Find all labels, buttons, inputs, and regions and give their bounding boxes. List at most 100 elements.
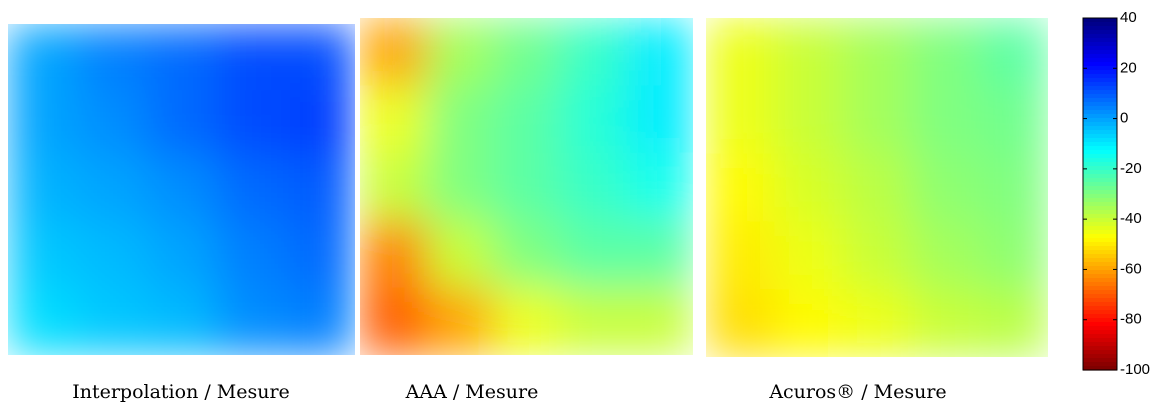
colorbar-segment bbox=[1083, 42, 1117, 47]
colorbar-segment bbox=[1083, 198, 1117, 203]
colorbar-tick-label: -20 bbox=[1120, 160, 1142, 177]
heatmap bbox=[360, 18, 693, 355]
heatmap bbox=[706, 18, 1048, 357]
colorbar-segment bbox=[1083, 170, 1117, 175]
heatmap-cell bbox=[626, 18, 693, 86]
heatmap-cell bbox=[216, 288, 287, 355]
heatmap-cell bbox=[285, 222, 355, 290]
heatmap-cell bbox=[493, 18, 561, 86]
colorbar-segment bbox=[1083, 258, 1117, 263]
heatmap-cell bbox=[146, 24, 217, 91]
heatmap-cell bbox=[706, 221, 775, 290]
colorbar-segment bbox=[1083, 158, 1117, 163]
colorbar-segment bbox=[1083, 194, 1117, 199]
heatmap-cell bbox=[706, 18, 775, 87]
heatmap-cell bbox=[285, 156, 355, 224]
colorbar-segment bbox=[1083, 22, 1117, 27]
colorbar-segment bbox=[1083, 334, 1117, 339]
heatmap-cell bbox=[842, 153, 912, 222]
heatmap-cell bbox=[146, 90, 217, 157]
colorbar-tick-label: 20 bbox=[1120, 59, 1137, 76]
heatmap-cell bbox=[979, 289, 1048, 357]
colorbar-segment bbox=[1083, 318, 1117, 323]
heatmap-cell bbox=[774, 153, 844, 222]
heatmap-cell bbox=[979, 221, 1048, 290]
colorbar-segment bbox=[1083, 78, 1117, 83]
heatmap-cell bbox=[216, 90, 287, 157]
panel-caption: AAA / Mesure bbox=[405, 381, 539, 403]
heatmap-cell bbox=[146, 288, 217, 355]
colorbar-segment bbox=[1083, 362, 1117, 367]
colorbar-segment bbox=[1083, 190, 1117, 195]
colorbar-segment bbox=[1083, 298, 1117, 303]
colorbar-segment bbox=[1083, 46, 1117, 51]
colorbar-segment bbox=[1083, 178, 1117, 183]
colorbar-segment bbox=[1083, 302, 1117, 307]
colorbar-segment bbox=[1083, 330, 1117, 335]
heatmap-cell bbox=[842, 289, 912, 357]
colorbar-segment bbox=[1083, 150, 1117, 155]
colorbar-segment bbox=[1083, 134, 1117, 139]
colorbar-segment bbox=[1083, 62, 1117, 67]
colorbar-segment bbox=[1083, 106, 1117, 111]
heatmap-cell bbox=[285, 288, 355, 355]
colorbar-segment bbox=[1083, 210, 1117, 215]
heatmap-cells bbox=[360, 18, 693, 355]
colorbar-segment bbox=[1083, 146, 1117, 151]
colorbar-segment bbox=[1083, 346, 1117, 351]
heatmap-cell bbox=[8, 156, 78, 224]
heatmap-cell bbox=[911, 85, 981, 155]
heatmap-cell bbox=[360, 85, 428, 154]
colorbar-segment bbox=[1083, 290, 1117, 295]
heatmap-cell bbox=[8, 90, 78, 157]
heatmap-cell bbox=[493, 152, 561, 221]
heatmap-cell bbox=[493, 220, 561, 289]
colorbar-segment bbox=[1083, 162, 1117, 167]
colorbar-segment bbox=[1083, 66, 1117, 71]
colorbar-segment bbox=[1083, 94, 1117, 99]
colorbar-segment bbox=[1083, 230, 1117, 235]
colorbar-segment bbox=[1083, 58, 1117, 63]
colorbar-segment bbox=[1083, 274, 1117, 279]
heatmap-cell bbox=[360, 18, 428, 86]
colorbar-segment bbox=[1083, 314, 1117, 319]
heatmap-cell bbox=[77, 222, 148, 290]
colorbar-segment bbox=[1083, 114, 1117, 119]
heatmap-cell bbox=[911, 18, 981, 87]
colorbar-segment bbox=[1083, 234, 1117, 239]
heatmap-cell bbox=[559, 18, 627, 86]
heatmap-cell bbox=[426, 85, 494, 154]
heatmap-cell bbox=[8, 288, 78, 355]
heatmap bbox=[8, 24, 355, 355]
heatmap-cell bbox=[426, 152, 494, 221]
heatmap-cell bbox=[774, 289, 844, 357]
colorbar-segment bbox=[1083, 262, 1117, 267]
colorbar-segment bbox=[1083, 50, 1117, 55]
heatmap-cell bbox=[77, 288, 148, 355]
heatmap-cell bbox=[706, 153, 775, 222]
colorbar-segment bbox=[1083, 270, 1117, 275]
heatmap-cell bbox=[911, 153, 981, 222]
heatmap-cell bbox=[426, 18, 494, 86]
heatmap-cell bbox=[216, 24, 287, 91]
heatmap-cell bbox=[146, 222, 217, 290]
heatmap-cell bbox=[559, 220, 627, 289]
heatmap-cell bbox=[216, 156, 287, 224]
colorbar-segment bbox=[1083, 354, 1117, 359]
heatmap-cell bbox=[774, 18, 844, 87]
colorbar-segment bbox=[1083, 342, 1117, 347]
heatmap-cell bbox=[426, 287, 494, 355]
colorbar-segment bbox=[1083, 250, 1117, 255]
colorbar-segment bbox=[1083, 110, 1117, 115]
colorbar-segment bbox=[1083, 54, 1117, 59]
heatmap-cell bbox=[77, 24, 148, 91]
colorbar-tick-label: -60 bbox=[1120, 260, 1142, 277]
heatmap-cell bbox=[979, 153, 1048, 222]
colorbar-segment bbox=[1083, 214, 1117, 219]
colorbar-segment bbox=[1083, 138, 1117, 143]
colorbar-tick-label: 40 bbox=[1120, 9, 1137, 26]
colorbar-segment bbox=[1083, 254, 1117, 259]
colorbar-segment bbox=[1083, 154, 1117, 159]
heatmap-cells bbox=[8, 24, 355, 355]
heatmap-cell bbox=[285, 24, 355, 91]
